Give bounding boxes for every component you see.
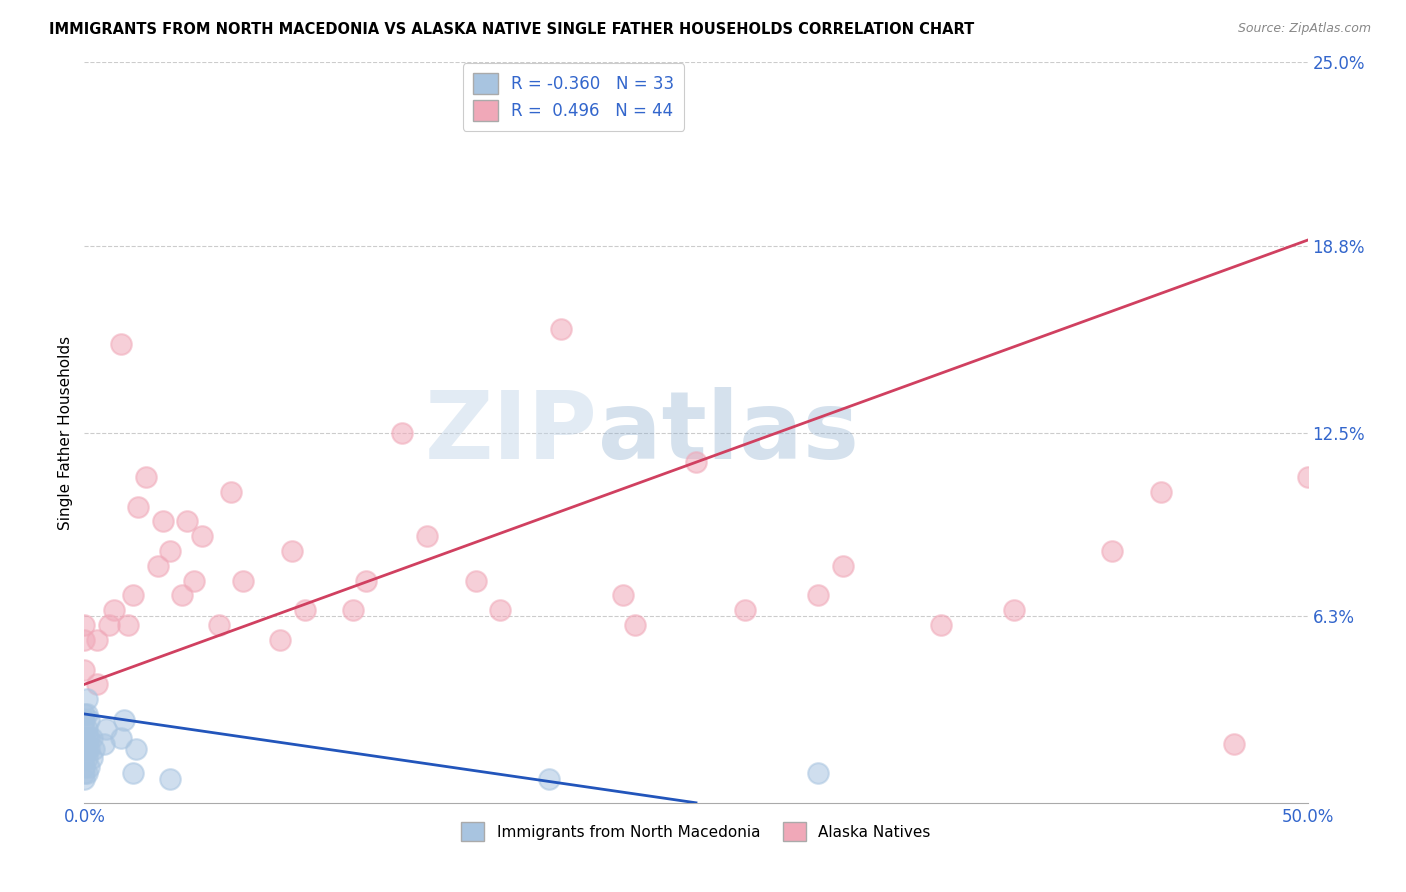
Text: atlas: atlas <box>598 386 859 479</box>
Point <box>152 515 174 529</box>
Point <box>391 425 413 440</box>
Point <box>146 558 169 573</box>
Point <box>122 589 145 603</box>
Point <box>159 772 181 786</box>
Point <box>96 722 118 736</box>
Point <box>110 336 132 351</box>
Point <box>464 574 486 588</box>
Point <box>172 589 194 603</box>
Point <box>103 603 125 617</box>
Point <box>73 766 96 780</box>
Y-axis label: Single Father Households: Single Father Households <box>58 335 73 530</box>
Point <box>73 706 96 721</box>
Point <box>76 692 98 706</box>
Point <box>176 515 198 529</box>
Point <box>77 742 100 756</box>
Point <box>80 731 103 745</box>
Point <box>208 618 231 632</box>
Point <box>232 574 254 588</box>
Point <box>831 558 853 573</box>
Point <box>73 632 96 647</box>
Point <box>1002 603 1025 617</box>
Point <box>73 663 96 677</box>
Point <box>416 529 439 543</box>
Point <box>86 677 108 691</box>
Text: ZIP: ZIP <box>425 386 598 479</box>
Point <box>76 751 98 765</box>
Point <box>191 529 214 543</box>
Point <box>80 751 103 765</box>
Point <box>1101 544 1123 558</box>
Point <box>112 713 135 727</box>
Point <box>73 722 96 736</box>
Point <box>77 713 100 727</box>
Point <box>734 603 756 617</box>
Point <box>624 618 647 632</box>
Text: Source: ZipAtlas.com: Source: ZipAtlas.com <box>1237 22 1371 36</box>
Point <box>97 618 120 632</box>
Point <box>219 484 242 499</box>
Point <box>73 772 96 786</box>
Point <box>281 544 304 558</box>
Point <box>1296 470 1319 484</box>
Point <box>269 632 291 647</box>
Point <box>76 731 98 745</box>
Point <box>127 500 149 514</box>
Point <box>183 574 205 588</box>
Point <box>76 766 98 780</box>
Point <box>159 544 181 558</box>
Point <box>538 772 561 786</box>
Point <box>294 603 316 617</box>
Point <box>135 470 157 484</box>
Point <box>73 731 96 745</box>
Point <box>612 589 634 603</box>
Point <box>73 760 96 774</box>
Point <box>117 618 139 632</box>
Point <box>489 603 512 617</box>
Point <box>110 731 132 745</box>
Legend: Immigrants from North Macedonia, Alaska Natives: Immigrants from North Macedonia, Alaska … <box>456 816 936 847</box>
Point <box>73 737 96 751</box>
Point <box>83 742 105 756</box>
Point <box>76 706 98 721</box>
Point <box>1223 737 1246 751</box>
Text: IMMIGRANTS FROM NORTH MACEDONIA VS ALASKA NATIVE SINGLE FATHER HOUSEHOLDS CORREL: IMMIGRANTS FROM NORTH MACEDONIA VS ALASK… <box>49 22 974 37</box>
Point <box>929 618 952 632</box>
Point <box>73 742 96 756</box>
Point <box>807 589 830 603</box>
Point <box>354 574 377 588</box>
Point <box>685 455 707 469</box>
Point <box>86 632 108 647</box>
Point <box>125 742 148 756</box>
Point <box>77 731 100 745</box>
Point <box>76 722 98 736</box>
Point <box>550 322 572 336</box>
Point <box>93 737 115 751</box>
Point <box>73 618 96 632</box>
Point <box>807 766 830 780</box>
Point <box>1150 484 1173 499</box>
Point <box>73 751 96 765</box>
Point <box>73 713 96 727</box>
Point <box>76 742 98 756</box>
Point <box>342 603 364 617</box>
Point <box>122 766 145 780</box>
Point <box>77 760 100 774</box>
